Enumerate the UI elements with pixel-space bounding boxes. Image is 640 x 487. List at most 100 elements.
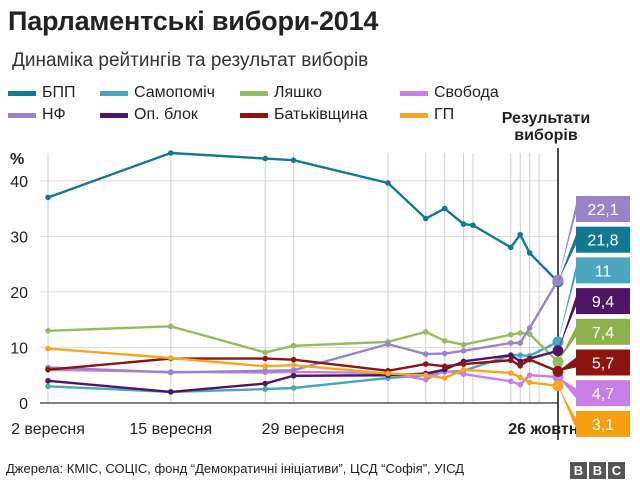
y-tick-label: 0 <box>19 396 28 413</box>
series-line <box>47 279 560 374</box>
legend-label: Ляшко <box>274 84 323 101</box>
result-label: 21,8 <box>587 233 618 250</box>
data-point <box>422 376 429 383</box>
result-label-box <box>576 288 630 315</box>
series-line <box>47 325 559 363</box>
chart-title: Парламентські вибори-2014 <box>8 6 379 36</box>
data-point <box>167 355 174 361</box>
data-point <box>167 389 174 395</box>
results-heading: Результати виборів <box>486 110 606 144</box>
legend-item: БПП <box>8 84 76 102</box>
data-point <box>460 361 467 367</box>
x-tick-label: 15 вересня <box>129 421 212 438</box>
data-point <box>45 327 51 334</box>
series-line <box>47 347 559 387</box>
data-point <box>526 331 533 337</box>
data-point <box>507 370 514 376</box>
legend-label: ГП <box>434 106 455 123</box>
result-connector <box>558 265 576 342</box>
result-connector <box>558 234 576 282</box>
chart-subtitle: Динаміка рейтингів та результат виборів <box>12 50 369 71</box>
result-connector <box>558 326 576 362</box>
data-point <box>517 362 524 369</box>
data-point <box>45 194 51 201</box>
series-line <box>47 151 559 283</box>
data-point <box>470 222 476 229</box>
y-tick-label: 20 <box>10 285 28 302</box>
data-point <box>507 357 514 364</box>
data-point <box>526 250 533 256</box>
result-label-box <box>576 226 630 253</box>
data-point <box>441 205 448 212</box>
data-point <box>422 329 429 335</box>
data-point <box>507 244 514 251</box>
result-label: 3,1 <box>592 417 614 434</box>
result-connector <box>558 376 576 399</box>
result-connector <box>558 204 576 281</box>
data-point <box>385 341 391 347</box>
data-point <box>262 380 269 387</box>
result-label-box <box>576 257 630 284</box>
results-heading-line1: Результати <box>501 110 591 127</box>
data-point <box>385 370 391 377</box>
legend-label: Оп. блок <box>134 106 198 123</box>
data-point <box>290 362 297 369</box>
legend-swatch <box>240 112 268 118</box>
bbc-logo-letter: C <box>608 462 625 479</box>
data-point <box>517 231 524 238</box>
legend-item: Оп. блок <box>100 106 198 124</box>
data-point <box>517 381 524 388</box>
legend-swatch <box>400 90 428 96</box>
data-point <box>45 345 51 352</box>
data-point <box>385 180 391 186</box>
result-label: 7,4 <box>592 325 614 342</box>
data-point <box>507 331 514 338</box>
data-point <box>460 341 467 348</box>
data-point <box>422 361 429 367</box>
legend-label: БПП <box>42 84 76 101</box>
legend-label: Свобода <box>434 84 499 101</box>
data-point <box>460 221 467 227</box>
data-point <box>517 358 524 365</box>
data-point <box>167 323 174 330</box>
data-point <box>290 367 297 374</box>
data-point <box>262 386 269 392</box>
data-point <box>517 340 524 346</box>
result-label-box <box>576 380 630 407</box>
result-label-box <box>576 410 630 437</box>
result-label: 4,7 <box>592 386 614 403</box>
legend-swatch <box>400 112 428 118</box>
bbc-logo-letter: B <box>570 462 587 479</box>
legend-label: Самопоміч <box>134 84 215 101</box>
data-point <box>290 342 297 349</box>
legend-item: НФ <box>8 106 66 124</box>
data-point <box>167 150 174 156</box>
data-point <box>507 352 514 359</box>
data-point <box>517 330 524 336</box>
legend-item: ГП <box>400 106 454 124</box>
result-connector <box>558 357 576 372</box>
result-label-box <box>576 349 630 376</box>
results-heading-line2: виборів <box>514 127 578 144</box>
data-point <box>45 366 51 373</box>
data-point <box>290 372 297 379</box>
data-point <box>262 349 269 356</box>
data-point <box>507 340 514 346</box>
result-label: 22,1 <box>587 202 618 219</box>
bbc-logo-letter: B <box>589 462 606 479</box>
data-point <box>422 215 429 222</box>
legend-swatch <box>8 90 36 96</box>
legend-swatch <box>100 90 128 96</box>
data-point <box>460 371 467 377</box>
result-connector <box>558 296 576 351</box>
data-point <box>441 363 448 370</box>
legend-item: Ляшко <box>240 84 322 102</box>
y-unit-label: % <box>10 151 24 168</box>
legend-label: Батьківщина <box>274 106 368 123</box>
data-point <box>460 366 467 373</box>
legend-item: Батьківщина <box>240 106 368 124</box>
data-point <box>441 350 448 357</box>
result-connector <box>558 385 576 429</box>
data-point <box>262 367 269 374</box>
